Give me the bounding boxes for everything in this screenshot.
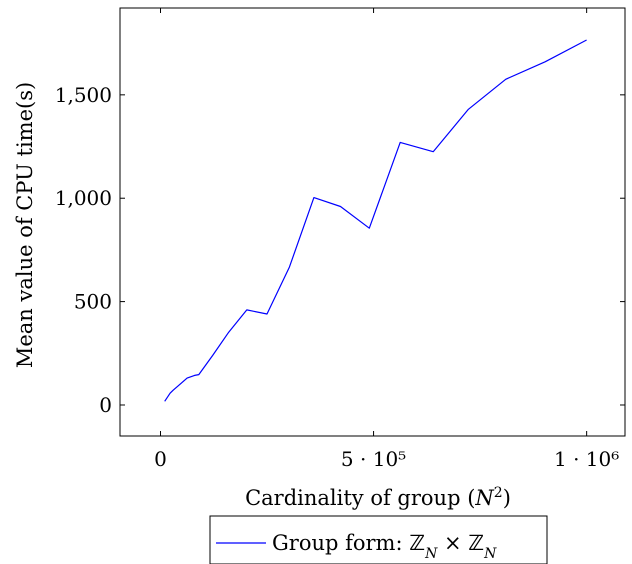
y-tick-label: 1,000	[55, 186, 112, 210]
axis-ticks: 0 5 · 10⁵ 1 · 10⁶ 0 500 1,000 1,500	[55, 8, 625, 471]
y-tick-label: 0	[99, 393, 112, 417]
legend: Group form: ℤN × ℤN	[209, 515, 548, 564]
plot-frame	[119, 7, 626, 437]
x-tick-label: 0	[154, 447, 167, 471]
series-line	[164, 39, 587, 402]
series-group	[164, 39, 587, 402]
y-axis-title: Mean value of CPU time(s)	[13, 82, 37, 368]
x-axis-title: Cardinality of group (N2)	[245, 485, 511, 510]
legend-box	[209, 515, 548, 564]
y-tick-label: 500	[74, 290, 112, 314]
x-tick-label: 5 · 10⁵	[341, 447, 406, 471]
y-tick-label: 1,500	[55, 83, 112, 107]
x-tick-label: 1 · 10⁶	[554, 447, 619, 471]
